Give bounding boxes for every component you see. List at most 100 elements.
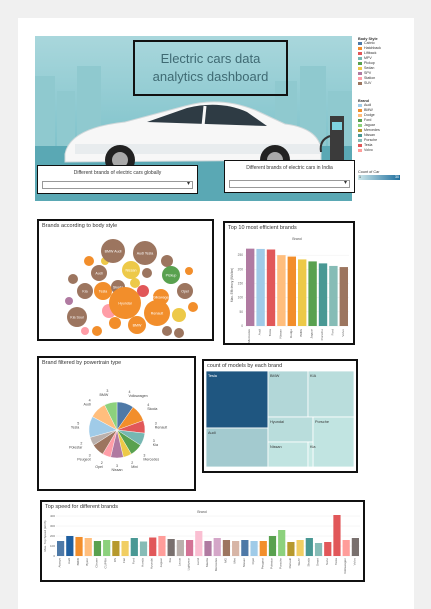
bar[interactable] — [130, 538, 138, 556]
treemap-cell[interactable] — [205, 427, 269, 468]
bar[interactable] — [57, 541, 65, 556]
bubble[interactable] — [94, 282, 112, 300]
bar[interactable] — [308, 261, 317, 326]
bar[interactable] — [222, 540, 231, 556]
body-style-legend-item[interactable]: Liftback — [358, 51, 412, 56]
brand-legend-item[interactable]: Audi — [358, 103, 412, 108]
bubble[interactable] — [109, 287, 141, 319]
body-style-legend-item[interactable]: Sedan — [358, 66, 412, 71]
bar[interactable] — [158, 536, 166, 556]
brand-legend-item[interactable]: Ford — [358, 118, 412, 123]
bar[interactable] — [329, 265, 338, 326]
bar[interactable] — [241, 540, 249, 556]
bubble[interactable] — [172, 308, 186, 322]
bubble[interactable] — [130, 278, 140, 288]
bar[interactable] — [296, 540, 304, 556]
body-style-legend-item[interactable]: SPV — [358, 71, 412, 76]
bubble[interactable] — [162, 266, 180, 284]
global-brands-filter[interactable]: Different brands of electric cars global… — [37, 165, 198, 194]
bar[interactable] — [266, 249, 276, 327]
bubble[interactable] — [91, 265, 107, 281]
body-style-legend-item[interactable]: Pickup — [358, 61, 412, 66]
bar[interactable] — [277, 255, 286, 326]
bar[interactable] — [278, 530, 286, 556]
bubble[interactable] — [162, 326, 172, 336]
bubble[interactable] — [177, 283, 193, 299]
india-brands-select[interactable]: ▾ — [229, 180, 350, 188]
global-brands-select[interactable]: ▾ — [42, 181, 193, 189]
bubble[interactable] — [84, 256, 94, 266]
bubble[interactable] — [109, 317, 121, 329]
bubble[interactable] — [185, 267, 193, 275]
brand-legend-item[interactable]: Mercedes — [358, 128, 412, 133]
bar[interactable] — [333, 515, 341, 556]
bubble[interactable] — [92, 326, 102, 336]
bar[interactable] — [167, 539, 175, 556]
bar[interactable] — [259, 541, 267, 556]
body-style-legend-item[interactable]: SUV — [358, 81, 412, 86]
bar[interactable] — [287, 542, 295, 556]
treemap-cell[interactable] — [312, 416, 355, 468]
bubble[interactable] — [188, 302, 198, 312]
treemap-cell[interactable] — [267, 441, 309, 468]
treemap-cell[interactable] — [267, 370, 309, 418]
pie-slice[interactable] — [104, 401, 118, 431]
treemap-cell[interactable] — [205, 370, 269, 429]
brand-legend-item[interactable]: Jaguar — [358, 123, 412, 128]
bubble[interactable] — [81, 327, 89, 335]
bar[interactable] — [213, 538, 221, 556]
brand-legend-item[interactable]: Dodge — [358, 113, 412, 118]
brand-legend-item[interactable]: Tesla — [358, 143, 412, 148]
bar[interactable] — [185, 540, 194, 556]
bubble[interactable] — [122, 261, 140, 279]
bubble[interactable] — [77, 283, 93, 299]
bar[interactable] — [256, 248, 265, 326]
bubble[interactable] — [142, 268, 152, 278]
bar[interactable] — [250, 541, 258, 556]
bar[interactable] — [342, 540, 350, 556]
bubble[interactable] — [65, 297, 73, 305]
bubble[interactable] — [161, 255, 173, 267]
brand-legend-item[interactable]: Porsche — [358, 138, 412, 143]
bar[interactable] — [121, 541, 129, 556]
bubble[interactable] — [128, 316, 146, 334]
bar[interactable] — [112, 541, 120, 556]
treemap-cell[interactable] — [307, 370, 355, 418]
bubble[interactable] — [144, 300, 170, 326]
bar[interactable] — [351, 538, 359, 556]
bar[interactable] — [176, 540, 184, 556]
bar[interactable] — [339, 267, 348, 326]
bubble[interactable] — [67, 307, 87, 327]
bar[interactable] — [84, 538, 92, 556]
bar[interactable] — [324, 542, 332, 556]
bar[interactable] — [75, 537, 83, 556]
bubble[interactable] — [137, 285, 149, 297]
bubble[interactable] — [133, 241, 157, 265]
bar[interactable] — [246, 248, 255, 326]
bubble[interactable] — [101, 239, 125, 263]
brand-legend-item[interactable]: BMW — [358, 108, 412, 113]
bar[interactable] — [195, 531, 203, 556]
bar[interactable] — [139, 541, 148, 557]
body-style-legend-item[interactable]: MPV — [358, 56, 412, 61]
treemap-cell[interactable] — [307, 441, 314, 468]
body-style-legend-item[interactable]: Cabrio — [358, 41, 412, 46]
bar[interactable] — [103, 540, 111, 556]
bubble[interactable] — [174, 328, 184, 338]
body-style-legend-item[interactable]: Station — [358, 76, 412, 81]
bar[interactable] — [66, 536, 74, 556]
bar[interactable] — [204, 541, 212, 556]
bar[interactable] — [232, 541, 240, 556]
bar[interactable] — [298, 259, 307, 326]
body-style-legend-item[interactable]: Hatchback — [358, 46, 412, 51]
bar[interactable] — [149, 537, 157, 557]
bar[interactable] — [314, 543, 323, 556]
bubble[interactable] — [68, 274, 78, 284]
bar[interactable] — [93, 541, 102, 556]
bar[interactable] — [268, 536, 277, 556]
india-brands-filter[interactable]: Different brands of electric cars in Ind… — [224, 160, 355, 193]
brand-legend-item[interactable]: Nissan — [358, 133, 412, 138]
bar[interactable] — [305, 538, 313, 556]
brand-legend-item[interactable]: Volvo — [358, 148, 412, 153]
bar[interactable] — [287, 256, 296, 326]
